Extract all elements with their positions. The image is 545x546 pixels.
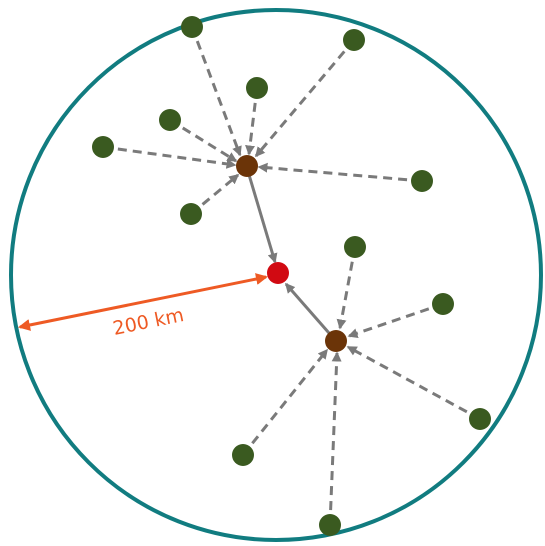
radius-arrow — [18, 273, 268, 331]
leaf-node — [181, 16, 203, 38]
solid-link-lower-hub — [284, 282, 338, 342]
center-node — [267, 262, 289, 284]
solid-link-upper-hub — [245, 167, 278, 264]
radius-label: 200 km — [111, 304, 186, 340]
dashed-link — [347, 302, 444, 338]
dashed-link — [336, 246, 357, 330]
leaf-nodes — [92, 16, 491, 536]
leaf-node — [232, 444, 254, 466]
coverage-boundary-circle — [9, 8, 543, 542]
leaf-node — [432, 293, 454, 315]
lower-cluster-links — [241, 246, 481, 526]
leaf-node — [319, 514, 341, 536]
leaf-node — [92, 136, 114, 158]
leaf-node — [180, 203, 202, 225]
leaf-node — [159, 109, 181, 131]
dashed-link — [245, 87, 259, 156]
lower-hub-node — [325, 330, 347, 352]
leaf-node — [469, 408, 491, 430]
dashed-link — [241, 348, 329, 456]
dashed-link — [346, 345, 481, 421]
upper-hub-node — [236, 155, 258, 177]
leaf-node — [411, 170, 433, 192]
hub-to-center-links — [245, 167, 338, 342]
dashed-link — [328, 351, 342, 526]
dashed-link — [102, 145, 237, 169]
dashed-link — [169, 118, 238, 163]
dashed-link — [257, 162, 423, 183]
leaf-node — [343, 29, 365, 51]
dashed-link — [254, 39, 356, 158]
leaf-node — [344, 236, 366, 258]
dashed-link — [190, 26, 242, 157]
dashed-link — [190, 173, 240, 216]
upper-cluster-links — [102, 26, 423, 216]
leaf-node — [246, 77, 268, 99]
